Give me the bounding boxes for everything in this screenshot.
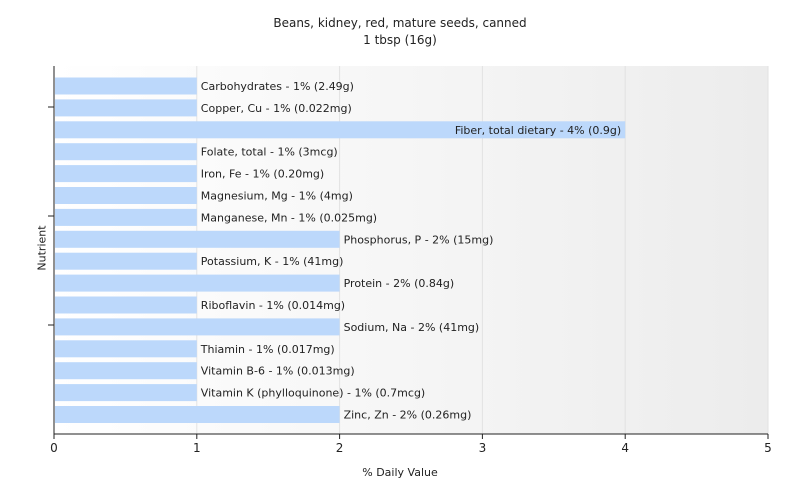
bar-label: Vitamin K (phylloquinone) - 1% (0.7mcg) [201,387,425,400]
bar [55,340,197,358]
x-tick-label: 5 [764,441,772,455]
bar-label: Thiamin - 1% (0.017mg) [200,343,335,356]
bar [55,77,197,95]
bar-label: Zinc, Zn - 2% (0.26mg) [344,409,472,422]
x-tick-label: 2 [336,441,344,455]
bars [55,77,626,423]
bar [55,187,197,204]
bar-label: Riboflavin - 1% (0.014mg) [201,299,345,312]
bar [55,252,197,270]
bar [55,165,197,183]
chart-subtitle: 1 tbsp (16g) [363,33,437,47]
bar [55,384,197,402]
bar-labels: Carbohydrates - 1% (2.49g) Copper, Cu - 1… [200,80,621,422]
bar [55,208,197,226]
x-axis-title: % Daily Value [362,466,438,479]
x-tick-label: 1 [193,441,201,455]
bar [55,406,340,423]
bar-label: Sodium, Na - 2% (41mg) [344,321,480,334]
chart-title: Beans, kidney, red, mature seeds, canned [273,16,527,30]
bar [55,362,197,380]
bar-label: Copper, Cu - 1% (0.022mg) [201,102,352,115]
bar [55,121,626,139]
bar-label: Magnesium, Mg - 1% (4mg) [201,190,353,203]
bar-label: Fiber, total dietary - 4% (0.9g) [455,124,621,137]
bar [55,230,340,248]
bar-label: Protein - 2% (0.84g) [344,277,455,290]
bar [55,318,340,336]
bar-label: Vitamin B-6 - 1% (0.013mg) [201,365,355,378]
x-tick-label: 0 [50,441,58,455]
bar [55,99,197,117]
x-tick-label: 3 [479,441,487,455]
bar-label: Potassium, K - 1% (41mg) [201,255,344,268]
bar [55,143,197,161]
bar-label: Folate, total - 1% (3mcg) [201,146,338,159]
bar-label: Phosphorus, P - 2% (15mg) [344,233,494,246]
bar-label: Iron, Fe - 1% (0.20mg) [201,168,324,181]
y-axis-title: Nutrient [35,225,49,271]
x-tick-label: 4 [621,441,629,455]
bar-label: Carbohydrates - 1% (2.49g) [201,80,354,93]
bar [55,274,340,292]
bar-label: Manganese, Mn - 1% (0.025mg) [201,211,377,224]
axes: 0 1 2 3 4 5 [48,66,772,455]
bar [55,296,197,314]
